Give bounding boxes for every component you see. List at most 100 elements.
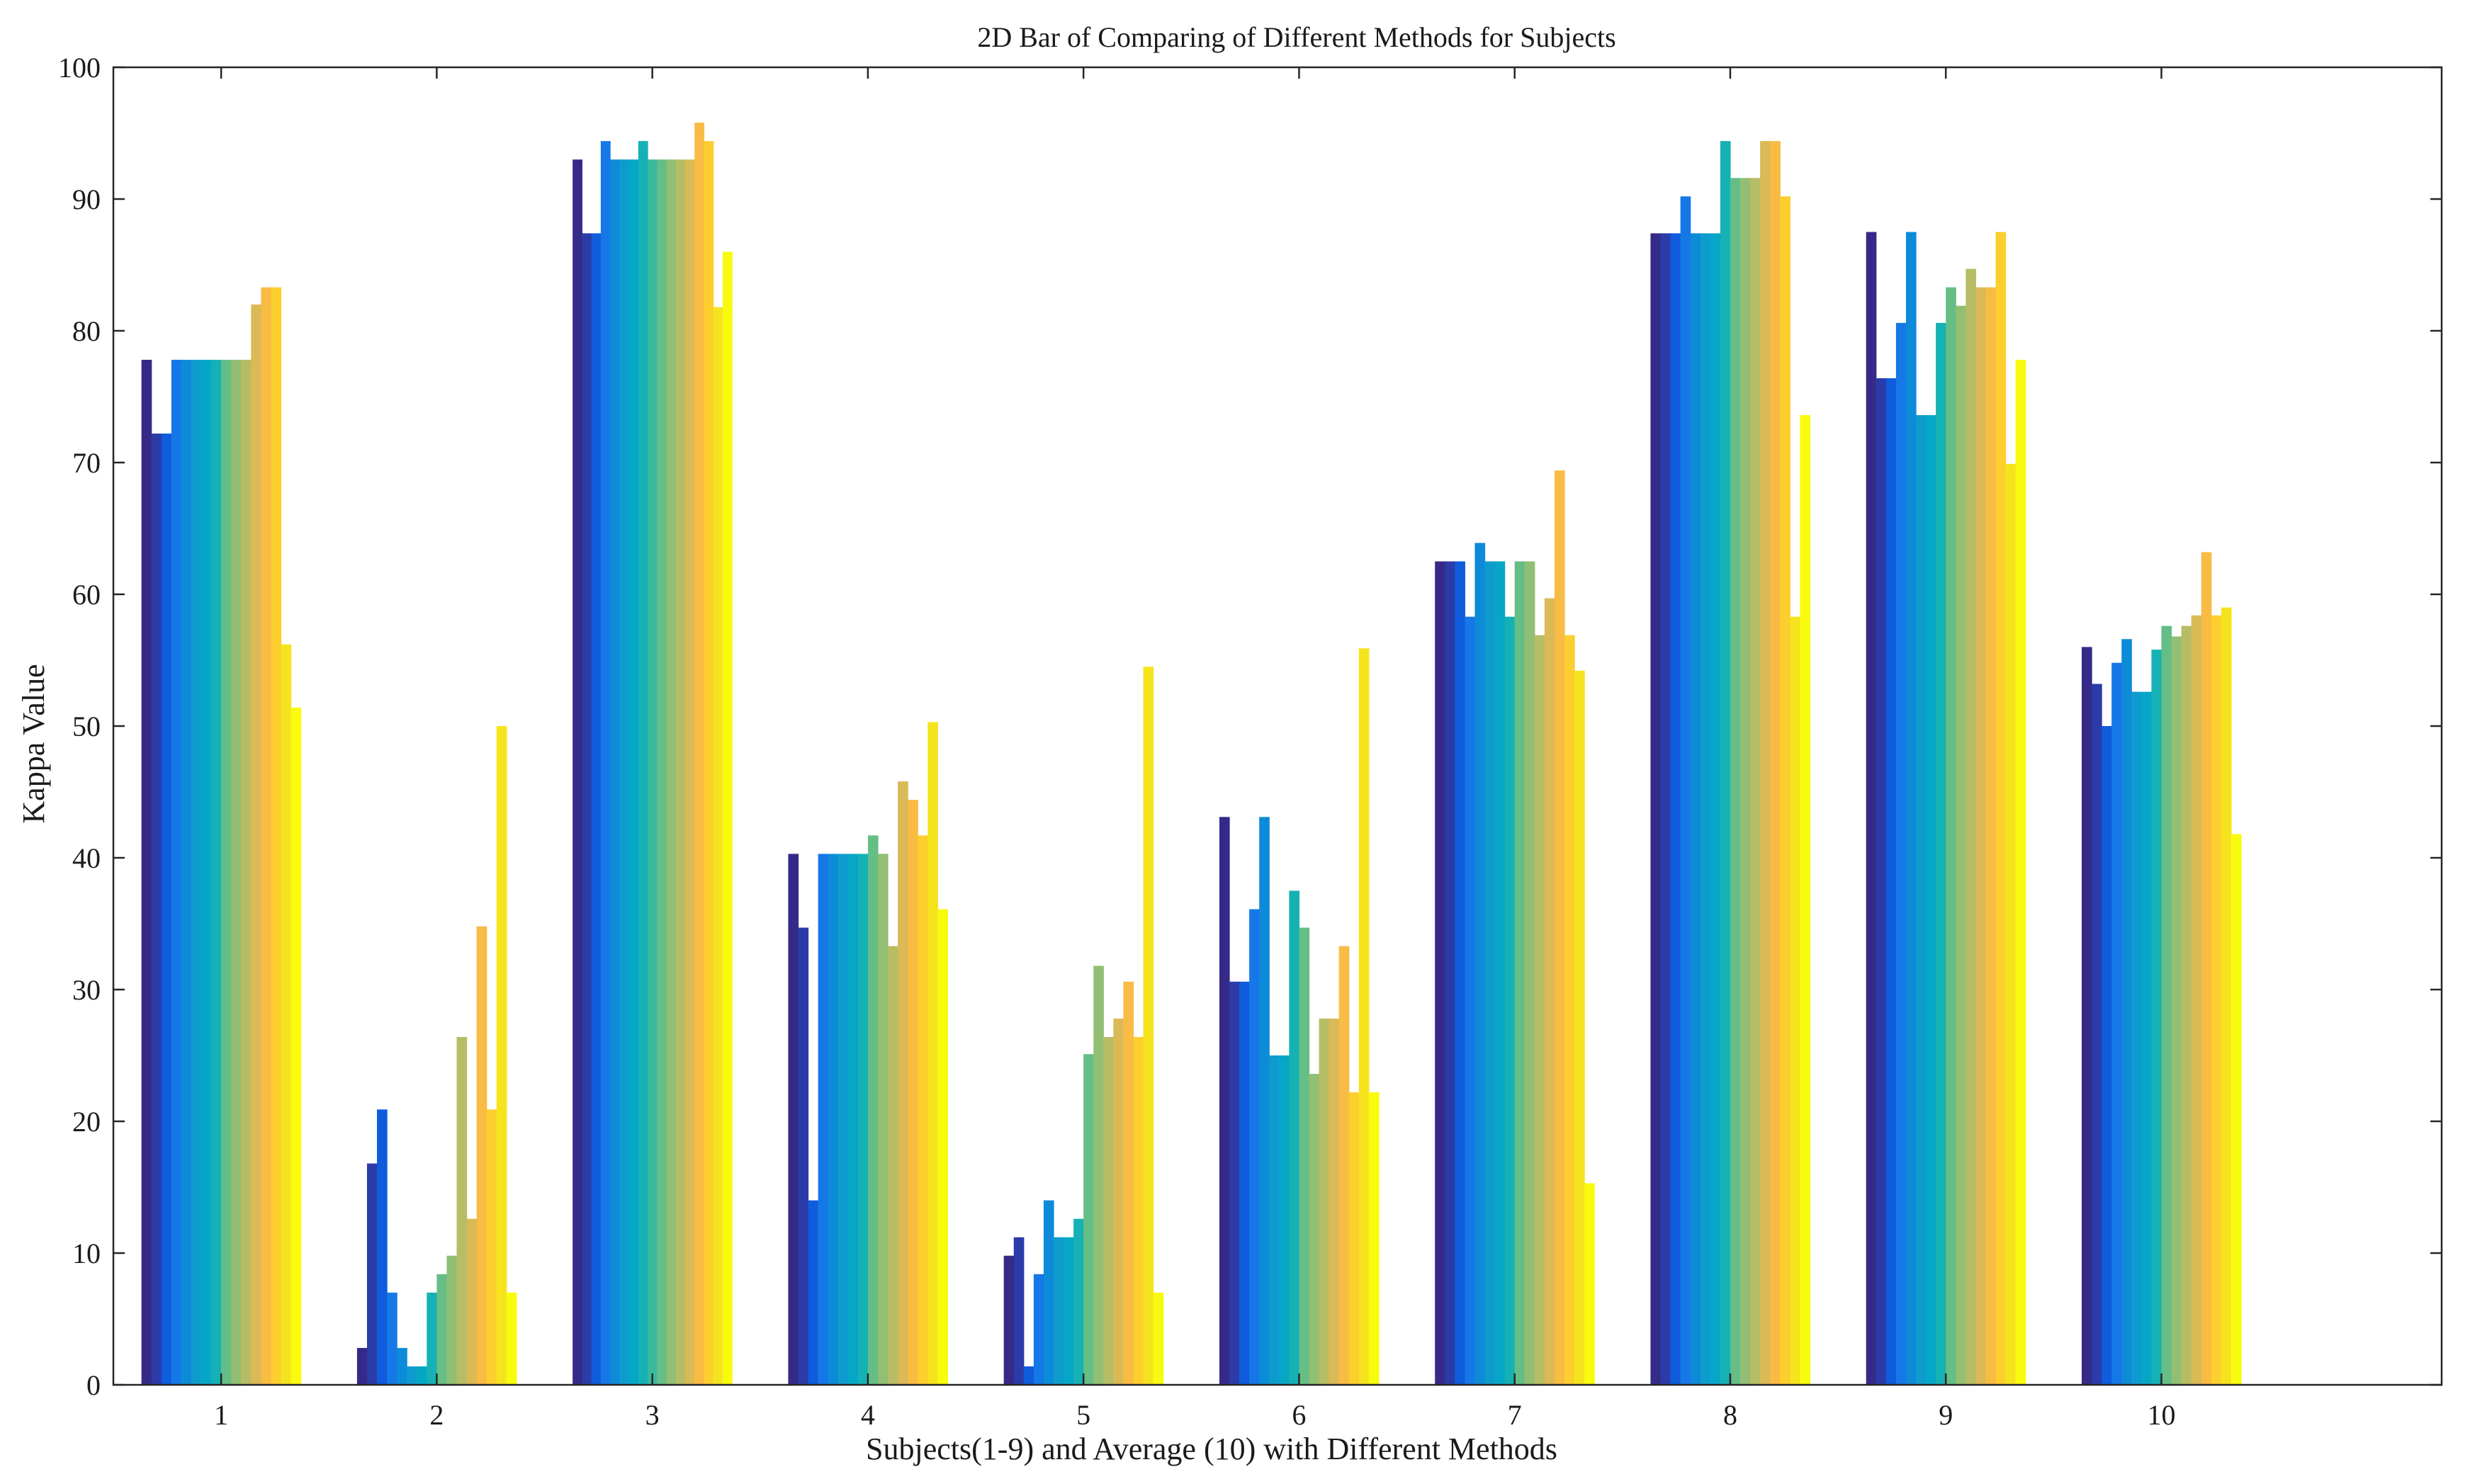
y-tick-label: 50 bbox=[72, 710, 101, 742]
bar-subject-5-method-13 bbox=[1123, 981, 1134, 1385]
bar-subject-9-method-11 bbox=[1966, 268, 1976, 1386]
bar-subject-5-method-14 bbox=[1133, 1036, 1144, 1385]
bar-subject-6-method-2 bbox=[1229, 981, 1240, 1385]
bar-subject-10-method-1 bbox=[2081, 647, 2092, 1385]
bar-subject-8-method-15 bbox=[1790, 616, 1800, 1385]
bar-subject-1-method-10 bbox=[231, 359, 242, 1385]
bar-subject-6-method-15 bbox=[1358, 648, 1370, 1385]
bar-subject-4-method-5 bbox=[828, 854, 839, 1385]
x-tick-label: 7 bbox=[1508, 1399, 1522, 1431]
bar-subject-8-method-2 bbox=[1660, 233, 1671, 1385]
bar-subject-3-method-7 bbox=[628, 159, 639, 1386]
bar-subject-6-method-13 bbox=[1338, 946, 1350, 1385]
bar-subject-7-method-16 bbox=[1584, 1183, 1595, 1385]
bar-subject-2-method-14 bbox=[486, 1109, 497, 1385]
x-tick-label: 2 bbox=[429, 1399, 444, 1431]
bar-subject-7-method-12 bbox=[1544, 598, 1555, 1385]
bar-subject-6-method-11 bbox=[1319, 1018, 1330, 1385]
bar-subject-3-method-17 bbox=[722, 251, 733, 1385]
bar-subject-3-method-15 bbox=[704, 141, 714, 1385]
y-tick-label: 30 bbox=[72, 974, 101, 1006]
bar-subject-10-method-12 bbox=[2191, 615, 2202, 1385]
bar-subject-10-method-11 bbox=[2181, 625, 2192, 1385]
bar-subject-7-method-10 bbox=[1524, 561, 1535, 1385]
bar-subject-10-method-13 bbox=[2201, 552, 2212, 1385]
y-tick-label: 100 bbox=[58, 52, 101, 84]
bar-subject-7-method-7 bbox=[1494, 561, 1506, 1385]
bar-subject-3-method-13 bbox=[684, 159, 695, 1386]
bar-subject-10-method-16 bbox=[2231, 834, 2242, 1385]
bar-subject-2-method-4 bbox=[387, 1292, 397, 1385]
bar-subject-1-method-8 bbox=[211, 359, 222, 1385]
bar-subject-10-method-10 bbox=[2171, 636, 2182, 1385]
y-tick-label: 80 bbox=[72, 315, 101, 347]
bar-subject-5-method-15 bbox=[1143, 667, 1154, 1385]
bar-subject-7-method-9 bbox=[1514, 561, 1526, 1385]
bar-subject-4-method-12 bbox=[898, 781, 908, 1385]
bar-subject-7-method-8 bbox=[1504, 616, 1516, 1385]
bar-subject-6-method-8 bbox=[1289, 890, 1300, 1385]
axes bbox=[112, 66, 2443, 1386]
chart-title: 2D Bar of Comparing of Different Methods… bbox=[977, 21, 1615, 53]
bar-subject-3-method-16 bbox=[713, 307, 723, 1385]
bar-subject-6-method-3 bbox=[1239, 981, 1250, 1385]
bar-subject-8-method-8 bbox=[1720, 141, 1731, 1385]
bar-subject-6-method-4 bbox=[1249, 909, 1260, 1385]
bar-subject-6-method-10 bbox=[1309, 1074, 1320, 1385]
bar-subject-4-method-1 bbox=[788, 854, 799, 1385]
bar-subject-3-method-10 bbox=[657, 159, 667, 1386]
bar-subject-8-method-6 bbox=[1700, 233, 1711, 1385]
x-axis-label: Subjects(1-9) and Average (10) with Diff… bbox=[866, 1432, 1557, 1466]
bar-subject-8-method-7 bbox=[1710, 233, 1721, 1385]
bar-subject-7-method-4 bbox=[1465, 616, 1476, 1385]
bar-subject-7-method-13 bbox=[1554, 470, 1565, 1386]
bar-subject-10-method-7 bbox=[2141, 691, 2152, 1385]
bar-subject-8-method-3 bbox=[1670, 233, 1681, 1385]
bar-subject-1-method-14 bbox=[271, 287, 282, 1385]
bar-subject-2-method-10 bbox=[446, 1255, 458, 1385]
bar-subject-1-method-4 bbox=[171, 359, 182, 1385]
bar-subject-3-method-1 bbox=[573, 159, 582, 1386]
y-axis-label: Kappa Value bbox=[16, 664, 51, 823]
bar-subject-10-method-4 bbox=[2111, 662, 2122, 1385]
bar-subject-3-method-9 bbox=[648, 159, 658, 1386]
bar-subject-1-method-5 bbox=[181, 359, 192, 1385]
bar-subject-7-method-11 bbox=[1534, 635, 1545, 1386]
bar-subject-3-method-5 bbox=[610, 159, 620, 1386]
bar-subject-10-method-2 bbox=[2092, 684, 2102, 1385]
bar-subject-10-method-14 bbox=[2211, 615, 2222, 1385]
bar-subject-1-method-6 bbox=[191, 359, 202, 1385]
bar-subject-9-method-1 bbox=[1866, 232, 1877, 1385]
bar-subject-4-method-2 bbox=[798, 927, 809, 1385]
bar-subject-2-method-7 bbox=[417, 1366, 427, 1385]
bar-subject-2-method-5 bbox=[397, 1347, 407, 1385]
bar-subject-7-method-1 bbox=[1435, 561, 1445, 1385]
bar-subject-9-method-9 bbox=[1946, 287, 1956, 1385]
bar-subject-9-method-5 bbox=[1905, 232, 1917, 1385]
bar-subject-7-method-2 bbox=[1445, 561, 1455, 1385]
bar-subject-9-method-12 bbox=[1975, 287, 1987, 1385]
bar-subject-10-method-3 bbox=[2102, 726, 2112, 1385]
bar-subject-1-method-16 bbox=[291, 707, 302, 1385]
bar-subject-4-method-8 bbox=[857, 854, 869, 1385]
bar-subject-4-method-10 bbox=[877, 854, 889, 1385]
bar-subject-1-method-2 bbox=[151, 434, 162, 1385]
bar-subject-2-method-1 bbox=[356, 1347, 368, 1385]
bar-subject-2-method-12 bbox=[466, 1218, 478, 1385]
bar-subject-6-method-6 bbox=[1269, 1055, 1280, 1385]
bar-subject-1-method-12 bbox=[251, 304, 261, 1385]
bar-subject-1-method-15 bbox=[281, 644, 292, 1386]
bar-subject-8-method-13 bbox=[1770, 141, 1781, 1385]
bar-subject-2-method-11 bbox=[456, 1036, 468, 1385]
x-tick-label: 9 bbox=[1939, 1399, 1953, 1431]
y-tick-label: 20 bbox=[72, 1106, 101, 1138]
bar-subject-8-method-10 bbox=[1740, 178, 1751, 1386]
bar-subject-4-method-13 bbox=[908, 800, 918, 1385]
bar-subject-3-method-14 bbox=[694, 123, 705, 1385]
bar-subject-4-method-4 bbox=[818, 854, 829, 1385]
bar-subject-6-method-9 bbox=[1299, 927, 1310, 1385]
bar-subject-10-method-9 bbox=[2161, 625, 2172, 1385]
bar-subject-8-method-12 bbox=[1760, 141, 1771, 1385]
bar-subject-3-method-4 bbox=[600, 141, 611, 1385]
